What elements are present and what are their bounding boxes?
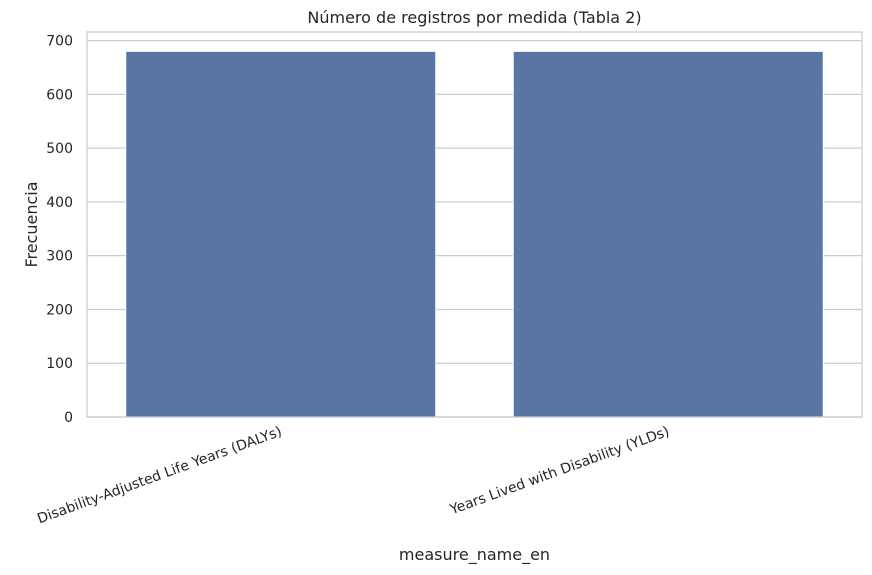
x-tick-label: Disability-Adjusted Life Years (DALYs): [35, 424, 284, 528]
y-tick-labels: 0 100 200 300 400 500 600 700: [46, 34, 73, 426]
y-tick-label: 0: [64, 410, 73, 426]
y-tick-label: 400: [46, 195, 73, 211]
bar: [512, 50, 824, 418]
y-tick-label: 200: [46, 302, 73, 318]
x-axis-label: measure_name_en: [399, 545, 550, 565]
y-tick-label: 100: [46, 356, 73, 372]
y-axis-label: Frecuencia: [22, 181, 41, 267]
y-tick-label: 500: [46, 141, 73, 157]
y-tick-label: 700: [46, 34, 73, 50]
x-tick-labels: Disability-Adjusted Life Years (DALYs) Ye…: [35, 424, 671, 528]
chart-title: Número de registros por medida (Tabla 2): [307, 8, 641, 27]
y-tick-label: 300: [46, 249, 73, 265]
x-tick-label: Years Lived with Disability (YLDs): [447, 424, 672, 519]
y-tick-label: 600: [46, 87, 73, 103]
plot-frame: [86, 31, 863, 418]
bars: [125, 50, 824, 418]
bar: [125, 50, 437, 418]
